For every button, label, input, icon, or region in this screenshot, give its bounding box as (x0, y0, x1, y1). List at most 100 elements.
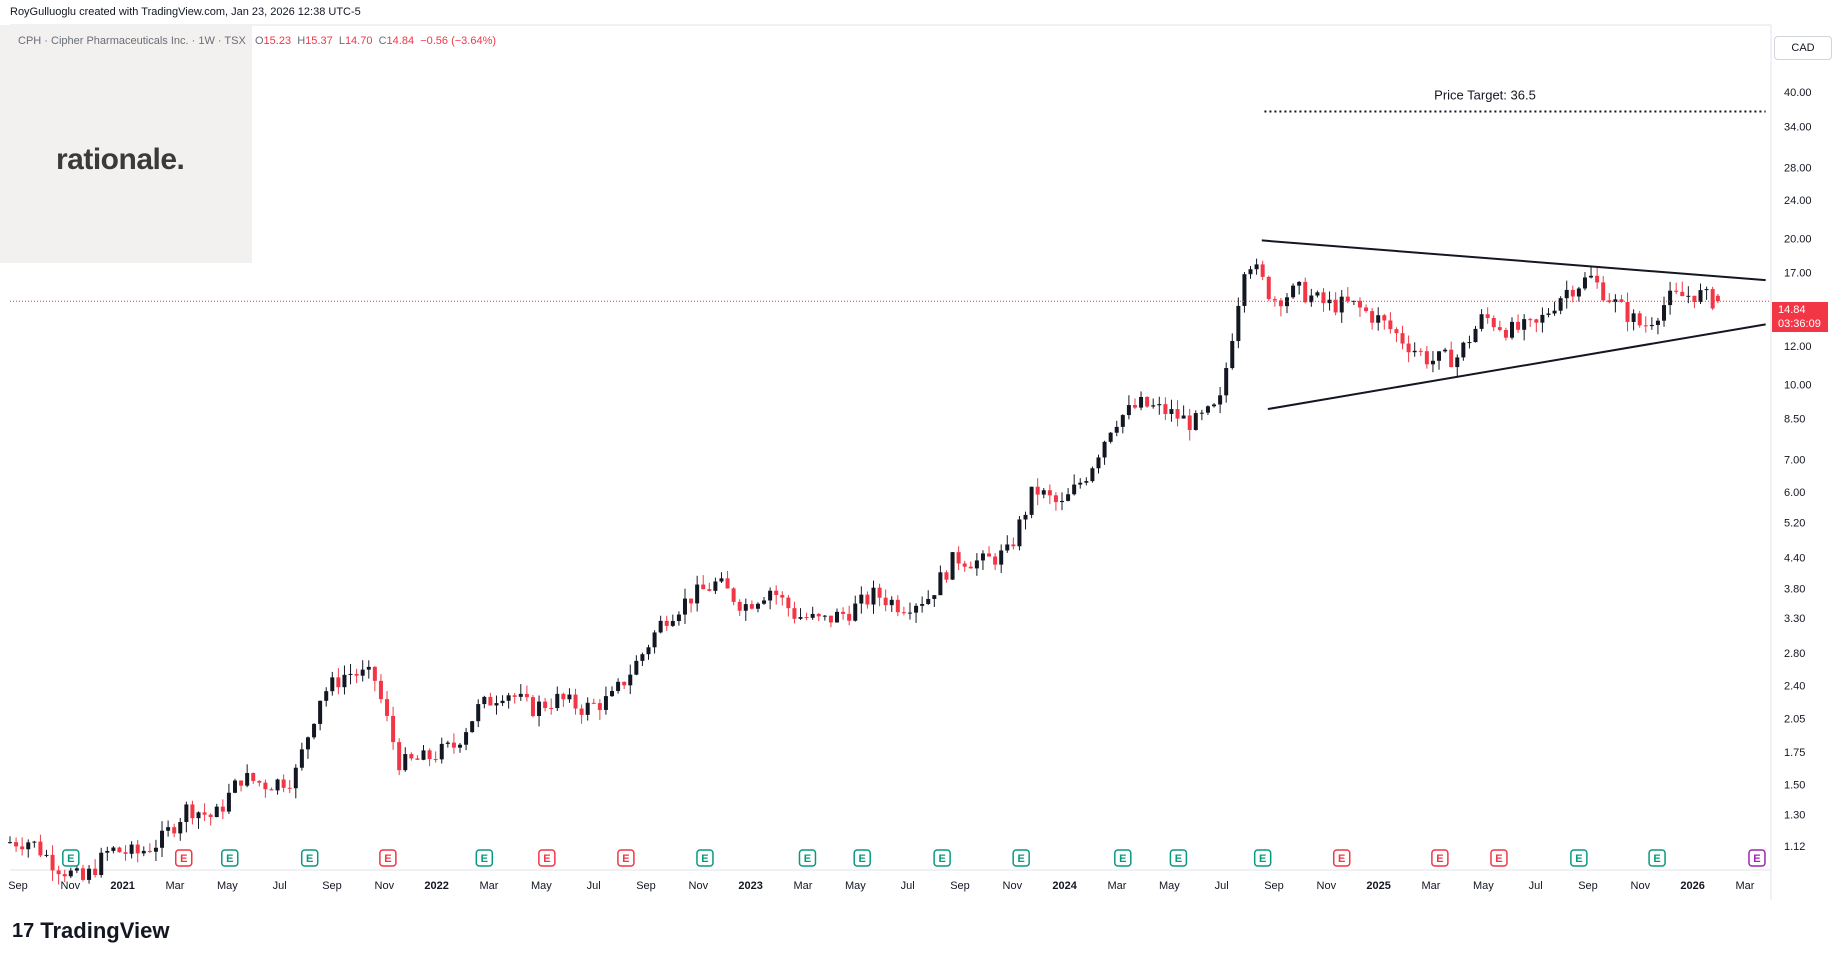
earnings-marker[interactable] (1490, 849, 1508, 867)
earnings-marker[interactable] (538, 849, 556, 867)
candle-body (1710, 289, 1715, 309)
earnings-marker[interactable] (1570, 849, 1588, 867)
earnings-marker[interactable] (300, 849, 319, 867)
candle-body (1066, 494, 1071, 501)
earnings-marker[interactable] (379, 849, 397, 867)
candle-body (372, 666, 377, 681)
candle-body (1084, 481, 1089, 483)
candle-body (1662, 305, 1667, 321)
candle-body (518, 693, 523, 697)
candle-body (1576, 288, 1581, 297)
symbol-name[interactable]: CPH · Cipher Pharmaceuticals Inc. · 1W ·… (18, 35, 246, 47)
earnings-marker[interactable] (1012, 849, 1030, 867)
candle-body (524, 693, 529, 698)
time-axis-tick: Nov (61, 880, 81, 892)
candle-body (889, 599, 894, 606)
candle-body (342, 674, 347, 688)
tradingview-brand[interactable]: 17 TradingView (12, 918, 169, 944)
price-axis-tick: 12.00 (1784, 341, 1812, 353)
candle-body (664, 620, 669, 626)
currency-button[interactable]: CAD (1774, 36, 1832, 60)
candle-body (1260, 264, 1265, 277)
candle-body (1437, 351, 1442, 361)
earnings-marker[interactable] (798, 849, 817, 867)
earnings-marker-label: E (481, 853, 488, 865)
earnings-marker-label: E (859, 853, 866, 865)
candle-body (695, 584, 700, 604)
candle-body (500, 700, 505, 704)
candle-body (129, 844, 134, 854)
earnings-marker[interactable] (174, 849, 193, 867)
candle-body (597, 703, 602, 710)
candle-body (1187, 415, 1192, 430)
candle-body (44, 854, 49, 856)
price-axis-tick: 2.80 (1784, 648, 1805, 660)
time-axis-tick: May (217, 880, 238, 892)
candle-body (1649, 324, 1654, 327)
candle-body (1023, 514, 1028, 520)
earnings-marker[interactable] (62, 849, 80, 867)
candle-body (1595, 275, 1600, 283)
candle-body (719, 578, 724, 582)
candle-body (135, 844, 140, 854)
candle-body (1655, 320, 1660, 325)
candle-body (312, 723, 317, 738)
earnings-marker[interactable] (1114, 849, 1132, 867)
time-axis-tick: Sep (1578, 880, 1598, 892)
candle-body (798, 617, 803, 619)
candle-body (530, 697, 535, 716)
earnings-marker[interactable] (1431, 849, 1449, 867)
time-axis-tick: Jul (587, 880, 601, 892)
candle-body (1674, 290, 1679, 292)
earnings-marker[interactable] (1332, 849, 1351, 867)
price-axis-tick: 1.75 (1784, 747, 1805, 759)
candle-body (755, 603, 760, 609)
earnings-marker[interactable] (853, 849, 871, 867)
price-axis-tick: 28.00 (1784, 162, 1812, 174)
candle-body (543, 701, 548, 708)
earnings-marker[interactable] (1748, 849, 1766, 867)
author-credit: RoyGulluoglu created with TradingView.co… (10, 6, 361, 18)
candle-body (658, 620, 663, 633)
earnings-marker[interactable] (475, 849, 494, 867)
candle-body (622, 681, 627, 686)
earnings-marker[interactable] (1253, 849, 1272, 867)
candle-body (1236, 305, 1241, 341)
candle-body (1552, 310, 1557, 314)
time-axis-tick: May (1473, 880, 1494, 892)
candle-body (1601, 282, 1606, 301)
earnings-marker[interactable] (696, 849, 714, 867)
candle-body (93, 868, 98, 875)
candle-body (1126, 405, 1131, 416)
rationale-logo: rationale. (0, 25, 252, 263)
candle-body (555, 693, 560, 709)
candle-body (743, 604, 748, 611)
earnings-marker[interactable] (1169, 849, 1188, 867)
candle-body (1686, 295, 1691, 297)
time-axis-tick: Mar (1736, 880, 1755, 892)
earnings-marker[interactable] (933, 849, 951, 867)
candle-body (1522, 319, 1527, 330)
candle-body (1284, 297, 1289, 307)
time-axis-tick: Nov (375, 880, 395, 892)
candle-body (670, 621, 675, 626)
earnings-marker[interactable] (617, 849, 635, 867)
candle-body (865, 594, 870, 605)
candle-body (871, 587, 876, 605)
candle-body (1582, 277, 1587, 289)
trendline-upper[interactable] (1261, 239, 1766, 282)
price-axis-tick: 40.00 (1784, 87, 1812, 99)
earnings-marker[interactable] (1648, 849, 1666, 867)
candle-body (1449, 349, 1454, 368)
candle-body (1157, 404, 1162, 406)
time-axis-tick: 2022 (424, 880, 448, 892)
candle-body (141, 850, 146, 854)
earnings-marker[interactable] (221, 849, 239, 867)
trendline-lower[interactable] (1267, 323, 1766, 411)
candle-body (111, 847, 116, 851)
low-value: 14.70 (344, 35, 373, 47)
earnings-marker-label: E (701, 853, 708, 865)
candle-body (725, 578, 730, 589)
candle-body (257, 780, 262, 783)
